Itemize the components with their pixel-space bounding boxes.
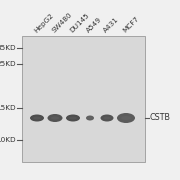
Text: HepG2: HepG2: [33, 12, 55, 34]
Text: SW480: SW480: [51, 12, 73, 34]
Ellipse shape: [86, 116, 94, 120]
Ellipse shape: [51, 116, 59, 120]
Ellipse shape: [103, 117, 111, 119]
Ellipse shape: [66, 114, 80, 122]
Ellipse shape: [69, 117, 77, 119]
Ellipse shape: [117, 113, 135, 123]
Ellipse shape: [33, 117, 41, 119]
Text: MCF7: MCF7: [122, 16, 140, 34]
Text: CSTB: CSTB: [150, 114, 171, 123]
Ellipse shape: [100, 114, 114, 122]
Text: 25KD: 25KD: [0, 61, 16, 67]
Text: 35KD: 35KD: [0, 45, 16, 51]
Text: 15KD: 15KD: [0, 105, 16, 111]
Ellipse shape: [121, 116, 131, 120]
Text: A549: A549: [86, 16, 103, 34]
Ellipse shape: [48, 114, 62, 122]
Ellipse shape: [30, 114, 44, 122]
Text: DU145: DU145: [69, 12, 91, 34]
Text: A431: A431: [103, 16, 120, 34]
Bar: [22, 36, 145, 162]
Ellipse shape: [88, 117, 92, 119]
Text: 10KD: 10KD: [0, 137, 16, 143]
